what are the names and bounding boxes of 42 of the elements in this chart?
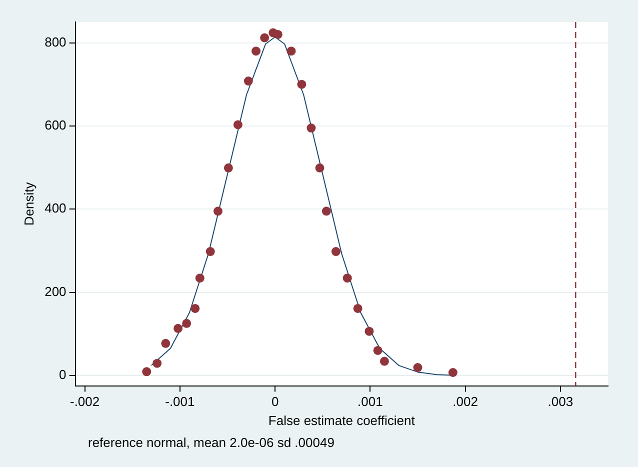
- point: [364, 326, 374, 336]
- point: [373, 346, 382, 355]
- point: [286, 46, 296, 56]
- y-tick-label: 400: [44, 200, 66, 216]
- point: [195, 274, 204, 283]
- y-tick-label: 600: [44, 118, 66, 133]
- point: [142, 367, 152, 376]
- x-axis-title: False estimate coefficient: [268, 412, 416, 428]
- point: [224, 163, 233, 172]
- point: [213, 206, 222, 216]
- x-tick-label: -.001: [165, 394, 195, 410]
- point: [252, 46, 261, 56]
- point: [297, 80, 306, 89]
- point: [260, 33, 270, 42]
- x-tick-label: .002: [452, 394, 478, 410]
- point: [152, 358, 162, 368]
- point: [413, 363, 422, 372]
- point: [315, 163, 324, 172]
- x-tick-label: .003: [548, 394, 574, 410]
- point: [353, 304, 362, 313]
- point: [448, 368, 458, 377]
- point: [380, 356, 389, 366]
- point: [273, 30, 282, 39]
- x-tick-label: 0: [271, 394, 279, 410]
- text: reference normal, mean 2.0e-06 sd .00049: [88, 435, 334, 450]
- point: [244, 76, 253, 86]
- point: [342, 274, 352, 283]
- y-axis-title: Density: [21, 182, 36, 226]
- point: [233, 120, 242, 130]
- y-tick-label: 0: [59, 366, 66, 382]
- y-tick-label: 800: [44, 34, 66, 50]
- point: [174, 324, 183, 333]
- point: [331, 247, 340, 256]
- point: [161, 338, 170, 348]
- x-tick-label: .001: [358, 394, 383, 410]
- x-tick-label: -.002: [70, 394, 100, 410]
- y-tick-label: 200: [44, 284, 66, 299]
- point: [182, 318, 192, 328]
- point: [322, 206, 331, 216]
- point: [190, 304, 200, 313]
- point: [306, 124, 316, 133]
- point: [206, 247, 215, 256]
